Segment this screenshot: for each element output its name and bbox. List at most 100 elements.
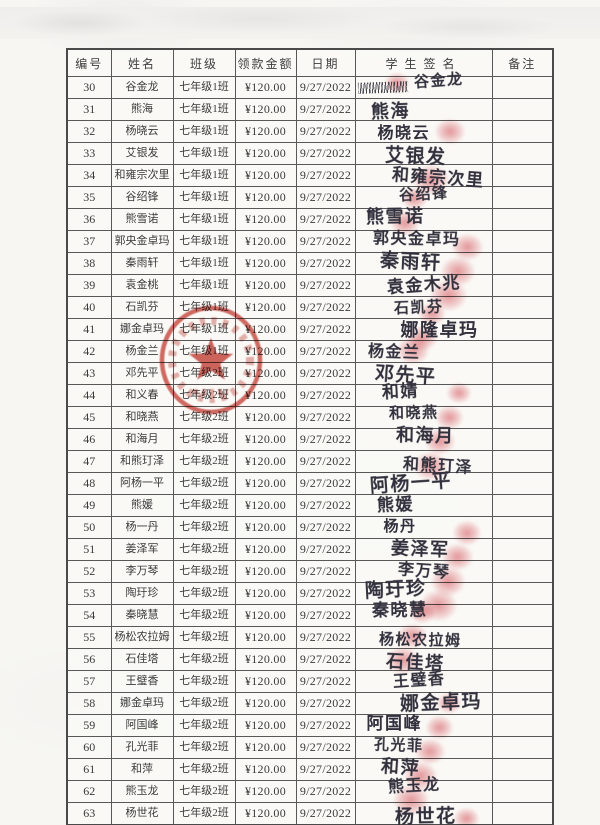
table-row: 53 陶玗珍 七年级2班 ¥120.00 9/27/2022 陶玗珍: [66, 577, 554, 622]
cell-class: 七年级1班: [172, 340, 236, 363]
cell-name: 娜金卓玛: [110, 318, 174, 341]
cell-number: 48: [66, 472, 112, 495]
cell-name: 李万琴: [110, 560, 174, 583]
cell-signature: 和雍宗次里: [354, 164, 493, 196]
cell-class: 七年级2班: [172, 450, 236, 473]
cell-number: 36: [66, 208, 112, 231]
cell-name: 和海月: [110, 428, 174, 451]
cell-signature: 孔光菲: [354, 735, 493, 765]
cell-remark: [491, 714, 554, 737]
fingerprint-mark: [433, 118, 466, 145]
cell-number: 34: [66, 164, 112, 187]
signature-text: 秦晓慧: [371, 600, 428, 621]
cell-name: 熊海: [110, 98, 174, 121]
cell-number: 63: [66, 802, 112, 825]
cell-name: 和雍宗次里: [110, 164, 174, 187]
cell-name: 杨世花: [110, 802, 174, 825]
cell-class: 七年级2班: [172, 604, 236, 627]
fingerprint-mark: [385, 646, 420, 675]
cell-amount: ¥120.00: [234, 714, 297, 737]
table-row: 48 阿杨一平 七年级2班 ¥120.00 9/27/2022 阿杨一平: [66, 469, 554, 497]
cell-date: 9/27/2022: [295, 164, 356, 187]
cell-amount: ¥120.00: [234, 758, 297, 781]
table-body: 30 谷金龙 七年级1班 ¥120.00 9/27/2022 谷金龙 31 熊海 七年级1班 ¥1…: [66, 70, 554, 825]
cell-amount: ¥120.00: [234, 560, 297, 583]
cell-name: 和晓燕: [110, 406, 174, 429]
signature-text: 杨世花: [394, 804, 457, 825]
header-row: 编号 姓名 班级 领款金额 日期 学生签名 备注: [66, 48, 554, 77]
cell-name: 熊雪诺: [110, 208, 174, 231]
cell-class: 七年级2班: [172, 736, 236, 759]
cell-class: 七年级1班: [172, 98, 236, 121]
cell-amount: ¥120.00: [234, 186, 297, 209]
cell-remark: [491, 252, 554, 275]
fingerprint-mark: [396, 623, 428, 649]
cell-remark: [491, 142, 554, 165]
cell-amount: ¥120.00: [234, 670, 297, 693]
cell-amount: ¥120.00: [234, 648, 297, 671]
cell-number: 52: [66, 560, 112, 583]
cell-name: 和义春: [110, 384, 174, 407]
fingerprint-mark: [424, 715, 454, 740]
table-row: 30 谷金龙 七年级1班 ¥120.00 9/27/2022 谷金龙: [66, 70, 554, 99]
cell-amount: ¥120.00: [234, 450, 297, 473]
cell-class: 七年级2班: [172, 648, 236, 671]
fingerprint-mark: [435, 692, 462, 714]
signature-text: 娜隆卓玛: [400, 320, 479, 341]
cell-number: 31: [66, 98, 112, 121]
signature-text: 秦雨轩: [378, 249, 442, 275]
signature-text: 阿国峰: [366, 714, 422, 734]
cell-signature: 杨世花: [354, 802, 493, 825]
cell-class: 七年级2班: [172, 494, 236, 517]
cell-number: 46: [66, 428, 112, 451]
cell-name: 阿杨一平: [110, 472, 174, 495]
cell-class: 七年级2班: [172, 538, 236, 561]
signature-text: 谷金龙: [412, 69, 464, 91]
cell-class: 七年级2班: [172, 780, 236, 803]
header-class: 班级: [172, 48, 236, 77]
table-row: 41 娜金卓玛 七年级1班 ¥120.00 9/27/2022 娜隆卓玛: [66, 318, 554, 351]
cell-class: 七年级2班: [172, 516, 236, 539]
cell-signature: 杨晓云: [354, 118, 493, 145]
cell-signature: 石佳塔: [354, 646, 493, 675]
cell-class: 七年级1班: [172, 252, 236, 275]
cell-remark: [491, 626, 554, 649]
header-name: 姓名: [110, 48, 174, 77]
table-row: 32 杨晓云 七年级1班 ¥120.00 9/27/2022 杨晓云: [66, 118, 554, 145]
signature-text: 和晓燕: [388, 403, 439, 422]
cell-number: 60: [66, 736, 112, 759]
cell-number: 43: [66, 362, 112, 385]
cell-amount: ¥120.00: [234, 340, 297, 363]
cell-signature: 娜金卓玛: [354, 690, 493, 715]
cell-date: 9/27/2022: [295, 362, 356, 385]
cell-remark: [491, 538, 554, 561]
cell-date: 9/27/2022: [295, 208, 356, 231]
cell-number: 58: [66, 692, 112, 715]
cell-remark: [491, 230, 554, 253]
cell-name: 谷金龙: [110, 76, 174, 99]
cell-remark: [491, 208, 554, 231]
cell-class: 七年级1班: [172, 230, 236, 253]
cell-signature: 杨松农拉姆: [354, 623, 493, 649]
cell-class: 七年级2班: [172, 692, 236, 715]
cell-date: 9/27/2022: [295, 450, 356, 473]
cell-amount: ¥120.00: [234, 692, 297, 715]
cell-amount: ¥120.00: [234, 274, 297, 297]
cell-class: 七年级2班: [172, 670, 236, 693]
cell-date: 9/27/2022: [295, 626, 356, 649]
cell-amount: ¥120.00: [234, 296, 297, 319]
cell-class: 七年级1班: [172, 186, 236, 209]
cell-date: 9/27/2022: [295, 76, 356, 99]
cell-name: 孔光菲: [110, 736, 174, 759]
table-row: 36 熊雪诺 七年级1班 ¥120.00 9/27/2022 熊雪诺: [66, 206, 554, 236]
cell-signature: 和晓燕: [354, 403, 493, 430]
cell-class: 七年级1班: [172, 164, 236, 187]
table-row: 37 郭央金卓玛 七年级1班 ¥120.00 9/27/2022 郭央金卓玛: [66, 228, 554, 261]
cell-number: 56: [66, 648, 112, 671]
cell-class: 七年级1班: [172, 318, 236, 341]
cell-remark: [491, 186, 554, 209]
cell-amount: ¥120.00: [234, 604, 297, 627]
cell-number: 32: [66, 120, 112, 143]
scribble-mark: [357, 81, 408, 94]
